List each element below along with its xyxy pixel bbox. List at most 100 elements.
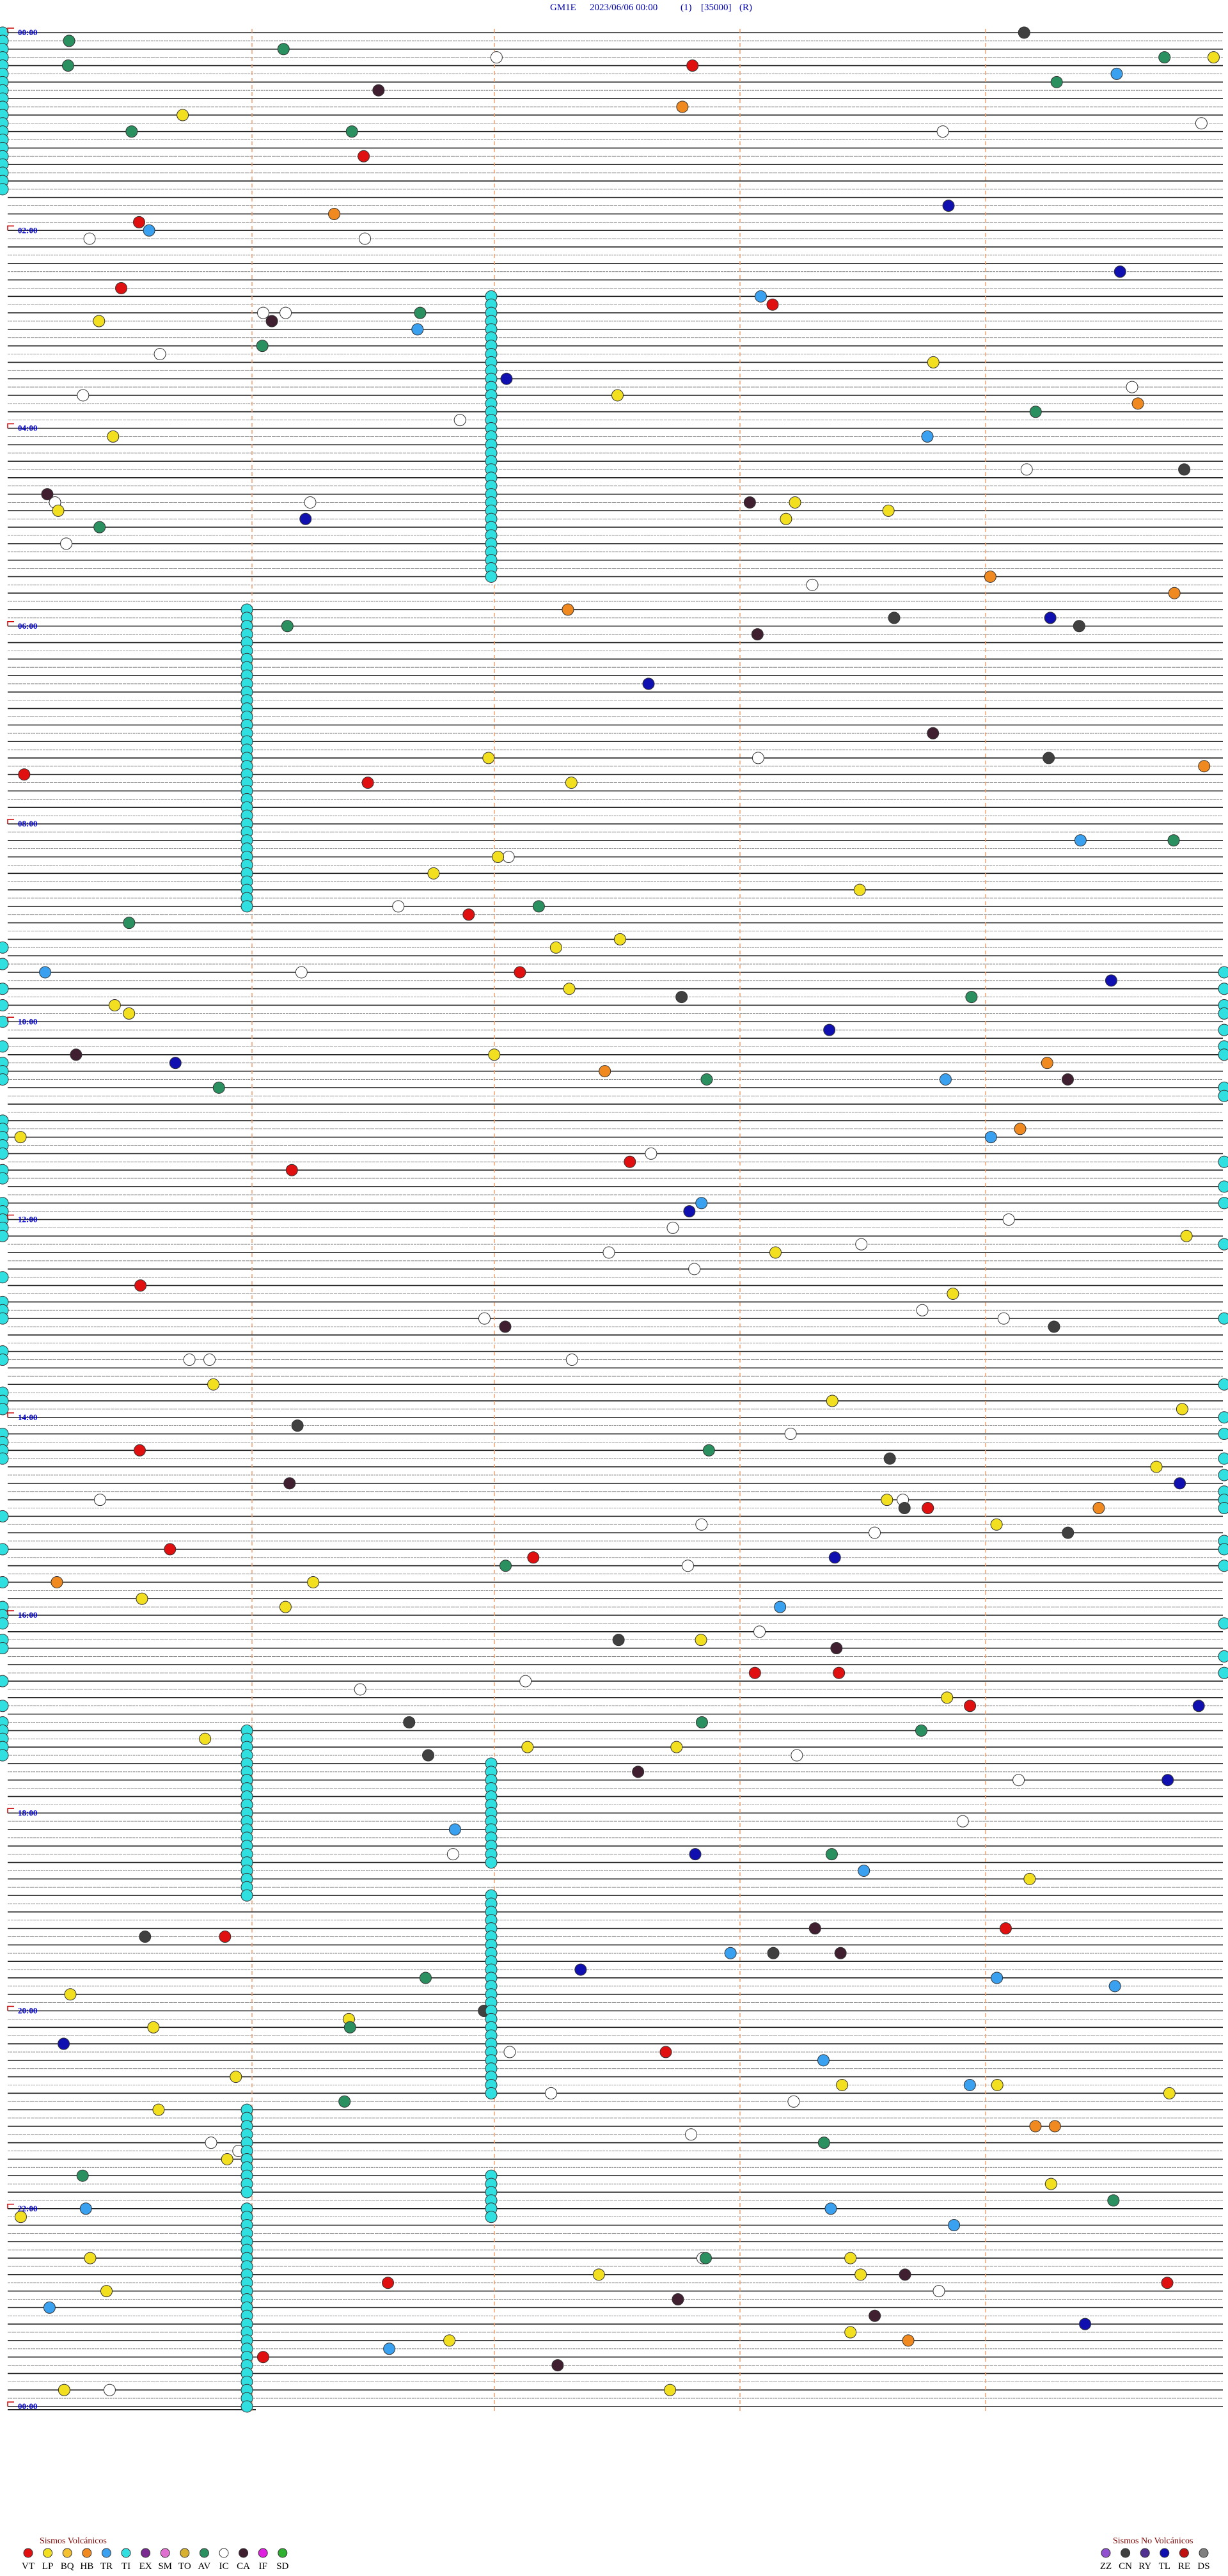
event-marker	[942, 200, 955, 212]
event-marker	[882, 504, 895, 517]
event-marker	[0, 941, 9, 954]
event-marker	[592, 2268, 605, 2281]
hour-label: 00:00	[18, 28, 37, 37]
event-marker	[956, 1815, 969, 1828]
event-marker	[519, 1675, 532, 1687]
event-marker	[1110, 67, 1123, 80]
event-marker	[382, 2277, 395, 2289]
event-marker	[1161, 2277, 1174, 2289]
event-marker	[699, 2252, 712, 2264]
event-marker	[1218, 1089, 1228, 1102]
legend-title: Sismos Volcánicos	[40, 2536, 107, 2546]
event-marker	[743, 496, 756, 509]
legend-code: RE	[1178, 2561, 1190, 2572]
event-marker	[383, 2343, 396, 2355]
event-marker	[0, 1617, 9, 1630]
hour-bracket	[7, 2401, 14, 2406]
event-marker	[695, 1634, 707, 1647]
event-marker	[490, 51, 503, 64]
event-marker	[277, 43, 290, 56]
event-marker	[177, 109, 189, 122]
hour-label: 02:00	[18, 225, 37, 235]
legend-code: SD	[276, 2561, 288, 2572]
event-marker	[1029, 406, 1042, 418]
event-marker	[240, 1889, 253, 1902]
event-marker	[854, 2268, 867, 2281]
event-marker	[689, 1848, 702, 1861]
legend-title: Sismos No Volcánicos	[1113, 2536, 1193, 2546]
event-marker	[1029, 2120, 1042, 2133]
event-marker	[921, 430, 934, 443]
event-marker	[1020, 463, 1033, 476]
event-marker	[1014, 1123, 1027, 1135]
event-marker	[1218, 1023, 1228, 1036]
event-marker	[107, 430, 120, 443]
event-marker	[164, 1543, 177, 1556]
legend-swatch	[101, 2548, 111, 2558]
event-marker	[1108, 1980, 1121, 1993]
event-marker	[767, 1947, 780, 1959]
event-marker	[58, 2037, 70, 2050]
event-marker	[823, 1023, 836, 1036]
legend-swatch	[141, 2548, 151, 2558]
event-marker	[0, 1354, 9, 1366]
event-marker	[574, 1963, 587, 1976]
event-marker	[207, 1378, 220, 1391]
event-marker	[41, 488, 54, 501]
event-marker	[115, 281, 128, 294]
event-marker	[79, 2202, 92, 2215]
event-marker	[984, 1131, 997, 1144]
event-marker	[1192, 1700, 1205, 1712]
event-marker	[307, 1576, 320, 1588]
event-marker	[1044, 612, 1057, 624]
hour-label: 18:00	[18, 1808, 37, 1817]
event-marker	[549, 941, 562, 954]
event-marker	[922, 1501, 934, 1514]
event-marker	[1218, 1238, 1228, 1251]
event-marker	[143, 224, 155, 237]
event-marker	[499, 1560, 512, 1572]
event-marker	[964, 1700, 977, 1712]
event-marker	[361, 777, 374, 789]
event-marker	[205, 2137, 217, 2149]
event-marker	[833, 1666, 846, 1679]
event-marker	[485, 2087, 498, 2099]
event-marker	[230, 2071, 242, 2083]
event-marker	[1041, 1057, 1053, 1070]
event-marker	[613, 933, 626, 945]
event-marker	[285, 1164, 298, 1176]
event-marker	[77, 389, 90, 402]
event-marker	[83, 232, 96, 245]
legend-code: IF	[259, 2561, 267, 2572]
hour-label: 22:00	[18, 2204, 37, 2213]
event-marker	[844, 2326, 857, 2339]
event-marker	[1218, 1469, 1228, 1482]
event-marker	[52, 504, 65, 517]
event-marker	[997, 1312, 1010, 1325]
event-marker	[64, 1988, 77, 2001]
event-marker	[70, 1048, 83, 1061]
event-marker	[39, 966, 52, 979]
legend-swatch	[23, 2548, 33, 2558]
event-marker	[0, 1642, 9, 1655]
event-marker	[152, 2103, 165, 2116]
event-marker	[240, 2400, 253, 2413]
event-marker	[545, 2087, 558, 2099]
event-marker	[676, 100, 689, 113]
event-marker	[295, 966, 308, 979]
event-marker	[411, 323, 424, 336]
event-marker	[686, 59, 699, 72]
event-marker	[136, 1592, 148, 1605]
event-marker	[0, 1172, 9, 1185]
event-marker	[1074, 834, 1087, 847]
event-marker	[0, 183, 9, 196]
event-marker	[1107, 2194, 1120, 2207]
event-marker	[817, 2137, 830, 2149]
event-marker	[1150, 1460, 1163, 1473]
event-marker	[1174, 1477, 1186, 1490]
event-marker	[1167, 834, 1180, 847]
event-marker	[1218, 1452, 1228, 1465]
legend-swatch	[180, 2548, 190, 2558]
legend-code: CA	[237, 2561, 250, 2572]
event-marker	[599, 1065, 611, 1078]
